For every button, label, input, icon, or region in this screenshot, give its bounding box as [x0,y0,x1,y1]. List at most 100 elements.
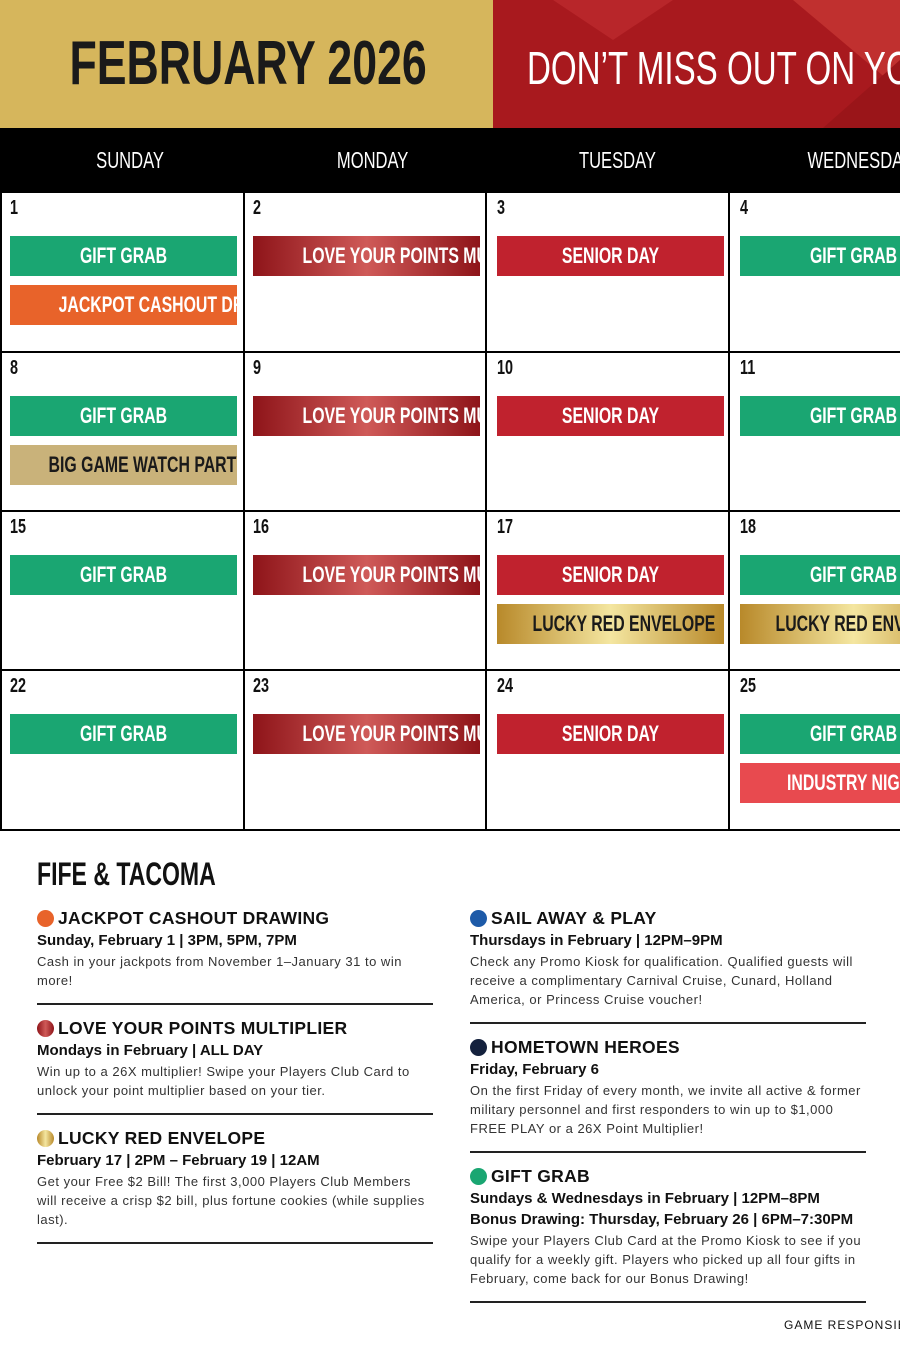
event-badge: LOVE YOUR POINTS MULTIPLIER [253,396,480,436]
calendar-cell [243,669,487,831]
event-label: GIFT GRAB [79,243,168,268]
day-number: 9 [253,357,262,379]
day-number: 16 [253,516,270,538]
tagline: DON’T MISS OUT ON YOUR [527,42,900,94]
day-number: 15 [10,516,27,538]
promo-schedule: Thursdays in February | 12PM–9PM [470,932,723,949]
day-number: 3 [497,197,506,219]
footer-note: GAME RESPONSIBLY [784,1318,900,1332]
promo-icon [37,1129,54,1147]
promo-description: Get your Free $2 Bill! The first 3,000 P… [37,1174,425,1227]
weekday-text: WEDNESDAY [807,147,900,173]
event-label: GIFT GRAB [79,562,168,587]
day-number: 10 [497,357,514,379]
event-label: GIFT GRAB [79,721,168,746]
event-badge: SENIOR DAY [497,714,724,754]
promo-title: LOVE YOUR POINTS MULTIPLIER [58,1018,348,1038]
promo: LOVE YOUR POINTS MULTIPLIER Mondays in Fe… [37,1015,433,1115]
event-label: GIFT GRAB [809,403,898,428]
weekday-label: WEDNESDAY [740,128,900,193]
day-number: 22 [10,675,27,697]
promo-title: HOMETOWN HEROES [491,1037,680,1057]
promo: JACKPOT CASHOUT DRAWING Sunday, February … [37,905,433,1005]
event-label: SENIOR DAY [561,562,660,587]
calendar-cell [730,669,900,831]
event-badge: LUCKY RED ENVELOPE [497,604,724,644]
promo-column: SAIL AWAY & PLAY Thursdays in February | … [470,905,866,1313]
event-label: SENIOR DAY [561,403,660,428]
event-label: LOVE YOUR POINTS MULTIPLIER [302,562,480,587]
promo-heading: LUCKY RED ENVELOPE [37,1127,433,1149]
promo: GIFT GRAB Sundays & Wednesdays in Februar… [470,1163,866,1303]
day-number: 25 [740,675,757,697]
promo-description: Check any Promo Kiosk for qualification.… [470,954,853,1007]
promo-title: SAIL AWAY & PLAY [491,908,657,928]
promo-icon [37,909,54,927]
calendar-cell [487,669,730,831]
day-number: 2 [253,197,262,219]
shard [553,0,673,40]
event-label: LOVE YOUR POINTS MULTIPLIER [302,403,480,428]
promo-heading: LOVE YOUR POINTS MULTIPLIER [37,1017,433,1039]
day-number: 8 [10,357,19,379]
promo-title: GIFT GRAB [491,1166,590,1186]
event-badge: GIFT GRAB [10,714,237,754]
promo-description: Cash in your jackpots from November 1–Ja… [37,954,402,988]
weekday-label: TUESDAY [497,128,737,193]
event-label: LUCKY RED ENVELOPE [532,611,716,636]
weekday-text: TUESDAY [578,147,656,173]
promo-icon [470,909,487,927]
promo-schedule: Sunday, February 1 | 3PM, 5PM, 7PM [37,932,297,949]
day-number: 1 [10,197,19,219]
promo-icon [470,1167,487,1185]
promo: HOMETOWN HEROES Friday, February 6 On the … [470,1034,866,1153]
day-number: 17 [497,516,514,538]
weekday-label: SUNDAY [10,128,250,193]
event-label: GIFT GRAB [79,403,168,428]
event-label: SENIOR DAY [561,721,660,746]
promo-description: On the first Friday of every month, we i… [470,1083,861,1136]
event-label: GIFT GRAB [809,562,898,587]
event-badge: LOVE YOUR POINTS MULTIPLIER [253,714,480,754]
promo-description: Win up to a 26X multiplier! Swipe your P… [37,1064,410,1098]
promo: LUCKY RED ENVELOPE February 17 | 2PM – Fe… [37,1125,433,1244]
day-number: 23 [253,675,270,697]
header-panel [0,0,493,128]
weekday-bar [0,128,900,193]
event-badge: SENIOR DAY [497,396,724,436]
promo-heading: GIFT GRAB [470,1165,866,1187]
day-number: 18 [740,516,757,538]
event-label: SENIOR DAY [561,243,660,268]
event-badge: SENIOR DAY [497,555,724,595]
promo-icon [470,1038,487,1056]
month-title: FEBRUARY 2026 [0,28,493,100]
header-banner [493,0,900,128]
event-badge: SENIOR DAY [497,236,724,276]
promo-description: Swipe your Players Club Card at the Prom… [470,1233,862,1286]
promo-title: LUCKY RED ENVELOPE [58,1128,266,1148]
day-number: 24 [497,675,514,697]
promo-schedule: Bonus Drawing: Thursday, February 26 | 6… [470,1211,854,1228]
weekday-label: MONDAY [253,128,493,193]
shard [793,0,900,90]
day-number: 4 [740,197,749,219]
event-label: BIG GAME WATCH PARTY [48,452,237,477]
day-number: 11 [740,357,756,379]
calendar-cell [0,669,245,831]
event-label: GIFT GRAB [809,721,898,746]
shard [823,60,900,128]
promo-schedule: Mondays in February | ALL DAY [37,1042,264,1059]
event-label: LOVE YOUR POINTS MULTIPLIER [302,243,480,268]
promo-icon [37,1019,54,1037]
event-badge: LOVE YOUR POINTS MULTIPLIER [253,555,480,595]
promo-heading: HOMETOWN HEROES [470,1036,866,1058]
event-badge: GIFT GRAB [740,555,900,595]
event-badge: LOVE YOUR POINTS MULTIPLIER [253,236,480,276]
event-badge: BIG GAME WATCH PARTY [10,445,237,485]
event-label: GIFT GRAB [809,243,898,268]
banner-decoration [553,0,900,128]
event-badge: GIFT GRAB [10,555,237,595]
